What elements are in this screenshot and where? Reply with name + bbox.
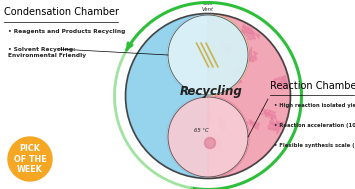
Polygon shape bbox=[218, 116, 226, 130]
Polygon shape bbox=[241, 24, 260, 40]
Polygon shape bbox=[247, 119, 260, 130]
Polygon shape bbox=[213, 136, 223, 152]
Circle shape bbox=[168, 15, 248, 95]
Polygon shape bbox=[229, 64, 243, 77]
Circle shape bbox=[204, 138, 215, 149]
Polygon shape bbox=[267, 116, 284, 135]
Circle shape bbox=[168, 97, 248, 177]
Polygon shape bbox=[219, 41, 233, 56]
Circle shape bbox=[168, 15, 248, 95]
Text: • High reaction isolated yield: • High reaction isolated yield bbox=[274, 103, 355, 108]
Polygon shape bbox=[126, 14, 208, 178]
Text: • Flexible synthesis scale (mg/hr to g/hr): • Flexible synthesis scale (mg/hr to g/h… bbox=[274, 143, 355, 148]
Text: • Reagents and Products Recycling: • Reagents and Products Recycling bbox=[8, 29, 125, 34]
Text: 65 °C: 65 °C bbox=[194, 128, 209, 133]
Text: • Solvent Recycling:
Environmental Friendly: • Solvent Recycling: Environmental Frien… bbox=[8, 47, 86, 58]
Text: • Reaction acceleration (10² to 10⁴): • Reaction acceleration (10² to 10⁴) bbox=[274, 123, 355, 128]
Polygon shape bbox=[260, 109, 275, 119]
Polygon shape bbox=[208, 14, 290, 178]
Polygon shape bbox=[208, 14, 249, 96]
Text: Condensation Chamber: Condensation Chamber bbox=[4, 7, 119, 17]
Polygon shape bbox=[226, 78, 242, 88]
Polygon shape bbox=[207, 109, 212, 124]
Text: PICK
OF THE
WEEK: PICK OF THE WEEK bbox=[14, 144, 46, 174]
Circle shape bbox=[8, 137, 52, 181]
Text: Reaction Chamber: Reaction Chamber bbox=[270, 81, 355, 91]
Text: Gas
Vent: Gas Vent bbox=[202, 1, 214, 12]
Polygon shape bbox=[244, 47, 258, 62]
Circle shape bbox=[168, 97, 248, 177]
Text: Recycling: Recycling bbox=[180, 85, 242, 98]
Polygon shape bbox=[274, 75, 288, 90]
